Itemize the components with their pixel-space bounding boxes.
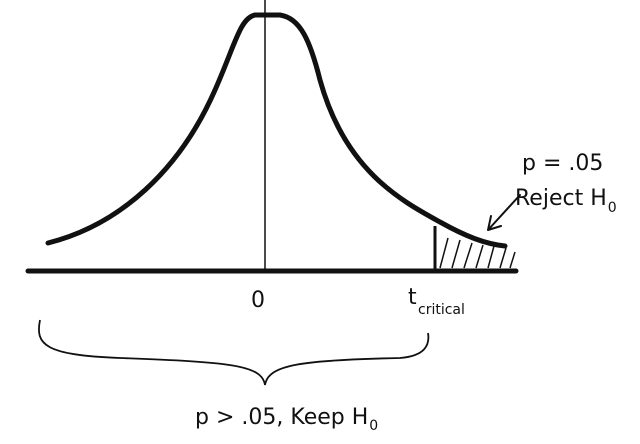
p-value-label: p = .05 <box>522 151 603 176</box>
keep-subscript: 0 <box>369 418 378 434</box>
arrow <box>487 194 521 231</box>
zero-label: 0 <box>251 288 265 313</box>
rejection-hatch <box>439 237 516 269</box>
distribution-curve <box>45 12 508 249</box>
t-label: t <box>408 285 417 310</box>
brace <box>38 319 430 386</box>
keep-label: p > .05, Keep H <box>195 405 368 430</box>
reject-subscript: 0 <box>608 200 617 216</box>
reject-label: Reject H <box>515 186 607 211</box>
t-subscript: critical <box>418 302 465 318</box>
